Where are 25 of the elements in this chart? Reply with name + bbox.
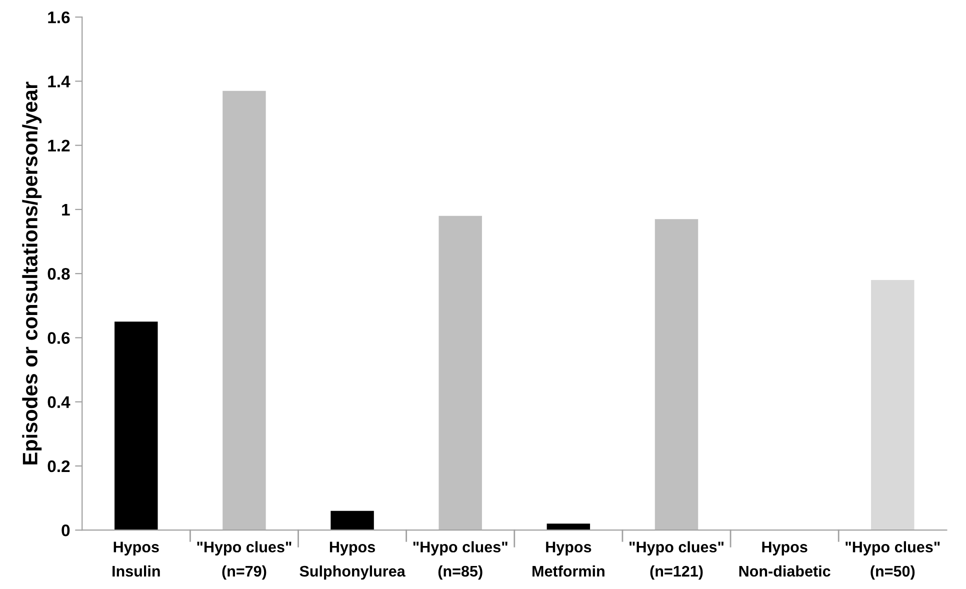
y-tick-label: 1.6 — [48, 11, 70, 24]
y-tick-label: 1.4 — [48, 76, 70, 88]
x-tick-label: "Hypo clues" (n=85) — [413, 541, 508, 580]
y-tick-label: 0.4 — [48, 396, 70, 408]
bar — [871, 280, 914, 530]
y-tick-label: 1.2 — [48, 140, 70, 152]
x-tick-label: Hypos Sulphonylurea — [300, 542, 406, 580]
y-tick-label: 0.6 — [48, 332, 70, 344]
y-tick-label: 1 — [62, 204, 70, 216]
bar — [654, 219, 698, 530]
bar — [222, 90, 266, 530]
x-tick-label: Hypos Metformin — [532, 542, 604, 577]
y-tick-label: 0.8 — [48, 268, 70, 280]
bar — [546, 524, 590, 530]
bar — [330, 510, 374, 530]
x-tick-label: "Hypo clues" (n=50) — [846, 541, 940, 580]
x-tick-label: Hypos Non-diabetic — [739, 542, 830, 577]
bar — [438, 216, 482, 530]
y-tick-label: 0 — [62, 524, 70, 536]
bar — [114, 322, 158, 530]
x-tick-label: "Hypo clues" (n=79) — [197, 541, 292, 580]
y-axis-title: Episodes or consultations/person/year — [22, 82, 42, 464]
y-tick-label: 0.2 — [48, 460, 70, 472]
x-tick-label: Hypos Insulin — [112, 542, 160, 577]
x-tick-label: "Hypo clues" (n=121) — [630, 541, 724, 580]
